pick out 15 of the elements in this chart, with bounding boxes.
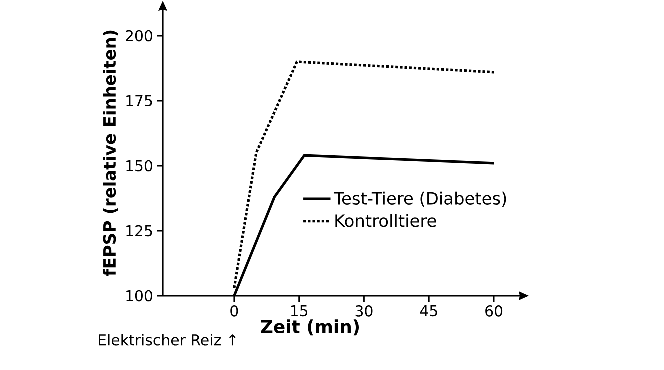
x-tick-label: 15 [291,306,308,317]
x-tick-label: 45 [420,306,438,317]
x-axis-title: Zeit (min) [261,320,360,336]
legend-label: Kontrolltiere [336,214,436,228]
text: Elektrischer Reiz ↑ [99,334,236,346]
y-tick-label: 100 [126,290,152,302]
y-tick-label: 150 [126,160,152,172]
x-tick-label: 30 [356,306,373,317]
legend-label: Test-Tiere (Diabetes) [334,192,506,207]
y-tick-label: 200 [126,30,152,42]
y-axis-title: fEPSP (relative Einheiten) [103,30,118,276]
y-tick-label: 175 [126,95,152,107]
y-tick-label: 125 [126,225,152,237]
x-tick-label: 60 [486,306,503,317]
x-tick-label: 0 [230,306,238,317]
